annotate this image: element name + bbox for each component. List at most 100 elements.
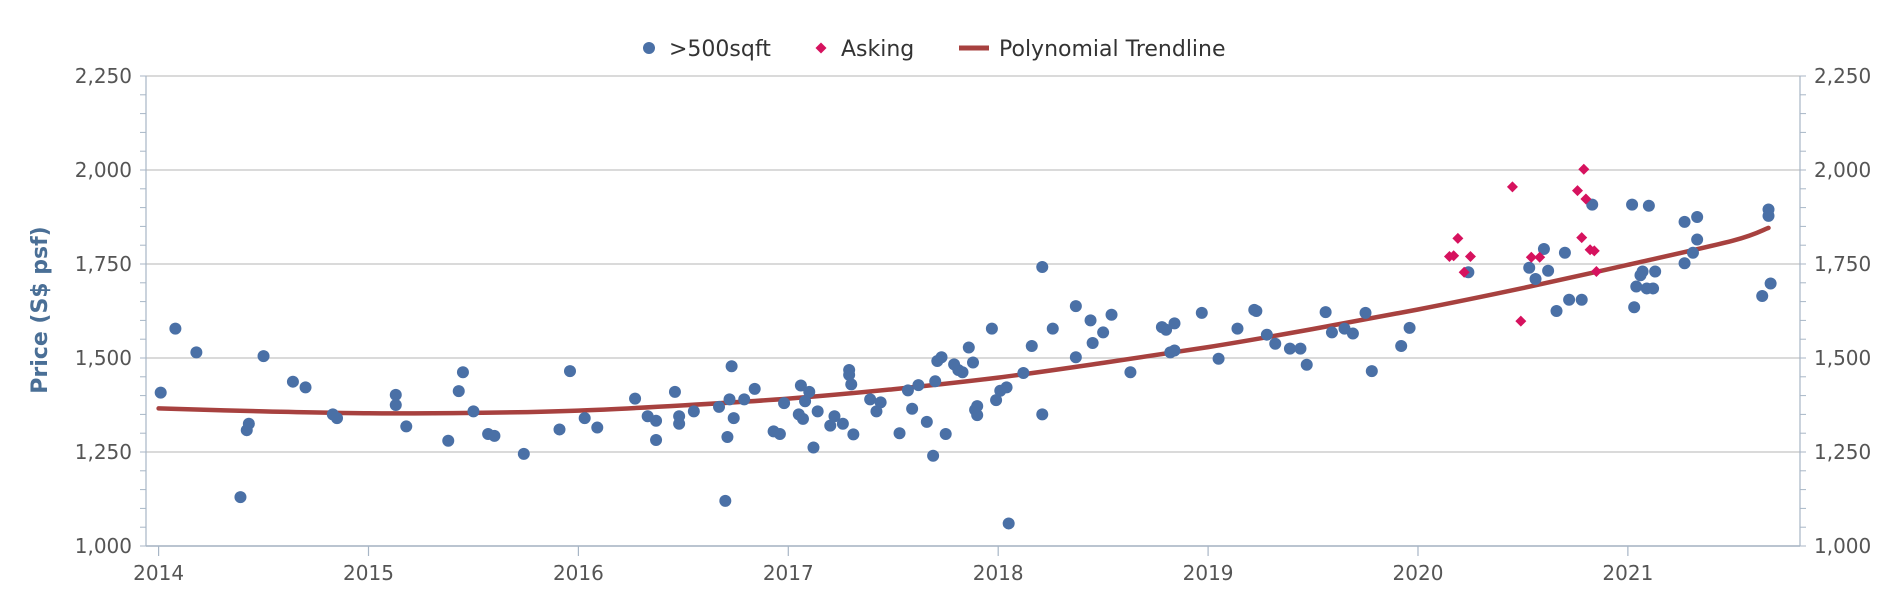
data-point-over-500sqft [687,405,700,418]
data-point-over-500sqft [1365,365,1378,378]
y-tick-label-left: 1,000 [75,534,132,558]
data-point-over-500sqft [1403,321,1416,334]
data-point-over-500sqft [1691,233,1704,246]
data-point-over-500sqft [971,400,984,413]
data-point-over-500sqft [1395,339,1408,352]
data-point-over-500sqft [773,427,786,440]
data-point-over-500sqft [286,375,299,388]
data-point-asking [1588,245,1600,257]
y-tick-label-left: 2,000 [75,158,132,182]
data-point-over-500sqft [843,368,856,381]
data-point-over-500sqft [1756,289,1769,302]
data-point-over-500sqft [257,350,270,363]
data-point-over-500sqft [389,388,402,401]
data-point-asking [1525,251,1537,263]
data-point-over-500sqft [299,381,312,394]
data-point-over-500sqft [1250,305,1263,317]
data-point-over-500sqft [1212,352,1225,365]
data-point-over-500sqft [553,423,566,436]
data-point-asking [1458,266,1470,278]
legend-diamond-icon [815,42,827,54]
trendline-layer [156,225,1771,416]
data-point-over-500sqft [847,428,860,441]
data-point-over-500sqft [1168,317,1181,330]
legend[interactable]: >500sqft Asking Polynomial Trendline [643,37,1226,62]
y-tick-label-right: 1,500 [1814,346,1871,370]
y-tick-label-left: 1,500 [75,346,132,370]
data-point-asking [1452,232,1464,244]
data-point-over-500sqft [169,322,182,335]
data-point-over-500sqft [442,434,455,447]
x-tick-label: 2016 [553,561,604,585]
y-tick-label-left: 1,250 [75,440,132,464]
data-point-over-500sqft [1558,246,1571,259]
data-point-asking [1515,315,1527,327]
data-point-over-500sqft [1762,203,1775,216]
data-point-over-500sqft [845,378,858,391]
data-point-over-500sqft [1575,293,1588,306]
data-point-over-500sqft [824,419,837,432]
data-point-over-500sqft [893,427,906,440]
data-point-over-500sqft [1069,300,1082,313]
data-point-over-500sqft [778,397,791,410]
data-point-over-500sqft [154,386,167,399]
data-point-over-500sqft [1636,265,1649,278]
data-point-over-500sqft [1025,339,1038,352]
data-point-over-500sqft [1686,246,1699,259]
data-point-over-500sqft [920,415,933,428]
data-point-over-500sqft [650,433,663,446]
y-axis-title: Price (S$ psf) [28,226,53,393]
data-point-over-500sqft [956,366,969,379]
y-tick-label-right: 2,000 [1814,158,1871,182]
y-tick-label-right: 1,750 [1814,252,1871,276]
x-tick-label: 2015 [343,561,394,585]
data-point-over-500sqft [727,412,740,425]
data-point-over-500sqft [673,417,686,430]
data-point-over-500sqft [738,393,751,406]
data-point-over-500sqft [1084,314,1097,327]
data-point-over-500sqft [719,494,732,507]
data-point-over-500sqft [864,393,877,406]
data-point-over-500sqft [1300,358,1313,371]
data-point-over-500sqft [1626,198,1639,211]
data-point-over-500sqft [799,395,812,408]
data-point-over-500sqft [1649,265,1662,278]
legend-item-500sqft[interactable]: >500sqft [643,37,771,62]
data-point-asking [1448,250,1460,262]
data-point-asking [1576,232,1588,244]
data-point-over-500sqft [906,402,919,415]
data-point-over-500sqft [796,412,809,425]
x-tick-label: 2020 [1393,561,1444,585]
data-point-over-500sqft [1160,323,1173,336]
data-point-over-500sqft [927,449,940,462]
x-tick-label: 2017 [763,561,814,585]
data-point-over-500sqft [1764,277,1777,290]
data-point-over-500sqft [721,430,734,443]
data-point-over-500sqft [713,400,726,413]
data-point-over-500sqft [901,384,914,397]
data-point-over-500sqft [971,409,984,422]
data-point-over-500sqft [912,379,925,392]
data-point-over-500sqft [1086,336,1099,349]
x-tick-label: 2018 [973,561,1024,585]
legend-item-polynomial-trendline[interactable]: Polynomial Trendline [959,37,1226,62]
data-point-over-500sqft [1036,261,1049,274]
y-tick-label-left: 1,750 [75,252,132,276]
data-point-over-500sqft [389,399,402,411]
data-point-over-500sqft [1000,381,1013,394]
x-tick-label: 2019 [1183,561,1234,585]
data-point-over-500sqft [1586,198,1599,211]
data-point-asking [1580,193,1592,205]
data-point-over-500sqft [1069,351,1082,364]
data-point-over-500sqft [1647,282,1660,295]
data-point-over-500sqft [1260,328,1273,341]
data-point-over-500sqft [962,341,975,354]
data-point-over-500sqft [935,351,948,364]
data-point-over-500sqft [748,382,761,395]
legend-item-asking[interactable]: Asking [815,37,915,62]
data-point-over-500sqft [1630,280,1643,293]
y-tick-label-left: 2,250 [75,64,132,88]
data-point-over-500sqft [1046,322,1059,335]
data-point-over-500sqft [578,412,591,425]
